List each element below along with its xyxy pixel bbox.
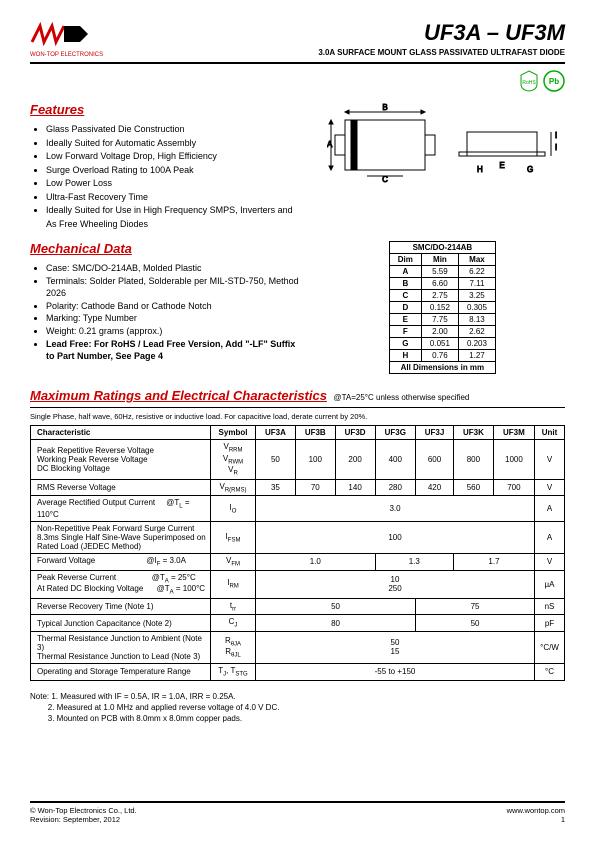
- logo-text: WON-TOP ELECTRONICS: [30, 52, 103, 58]
- footer-left: © Won-Top Electronics Co., Ltd. Revision…: [30, 806, 137, 824]
- features-title: Features: [30, 102, 300, 117]
- max-ratings-cond: @TA=25°C unless otherwise specified: [333, 393, 469, 402]
- notes-prefix: Note:: [30, 692, 49, 701]
- company-logo-icon: [30, 20, 90, 50]
- feature-item: Ultra-Fast Recovery Time: [46, 191, 300, 205]
- notes-block: Note: 1. Measured with IF = 0.5A, IR = 1…: [30, 691, 565, 725]
- revision: Revision: September, 2012: [30, 815, 137, 824]
- svg-text:H: H: [477, 165, 483, 174]
- dim-table-footer: All Dimensions in mm: [389, 362, 495, 374]
- feature-item: Ideally Suited for Use in High Frequency…: [46, 204, 300, 231]
- table-row: Reverse Recovery Time (Note 1)trr 5075 n…: [31, 598, 565, 615]
- package-diagram: B A C D E HG F: [320, 102, 565, 231]
- svg-text:B: B: [383, 103, 388, 112]
- footer-right: www.wontop.com 1: [507, 806, 565, 824]
- svg-text:F: F: [555, 143, 557, 152]
- part-number-title: UF3A – UF3M: [318, 20, 565, 46]
- logo-area: WON-TOP ELECTRONICS: [30, 20, 103, 58]
- mech-item: Polarity: Cathode Band or Cathode Notch: [46, 300, 300, 313]
- mech-item: Weight: 0.21 grams (approx.): [46, 325, 300, 338]
- compliance-badges: RoHS Pb: [30, 70, 565, 92]
- table-row: Average Rectified Output Current @TL = 1…: [31, 496, 565, 522]
- table-row: Operating and Storage Temperature RangeT…: [31, 663, 565, 680]
- table-row: Peak Repetitive Reverse VoltageWorking P…: [31, 440, 565, 480]
- feature-item: Low Power Loss: [46, 177, 300, 191]
- mech-item-leadfree: Lead Free: For RoHS / Lead Free Version,…: [46, 338, 300, 363]
- svg-text:D: D: [555, 131, 557, 140]
- table-row: Peak Reverse Current @TA = 25°CAt Rated …: [31, 570, 565, 598]
- note-1: 1. Measured with IF = 0.5A, IR = 1.0A, I…: [51, 692, 235, 701]
- page-number: 1: [507, 815, 565, 824]
- mech-list: Case: SMC/DO-214AB, Molded Plastic Termi…: [30, 262, 300, 363]
- dim-col: Max: [458, 254, 495, 266]
- package-outline-icon: B A C D E HG F: [327, 102, 557, 192]
- mech-row: Mechanical Data Case: SMC/DO-214AB, Mold…: [30, 241, 565, 374]
- mech-item: Case: SMC/DO-214AB, Molded Plastic: [46, 262, 300, 275]
- part-subtitle: 3.0A SURFACE MOUNT GLASS PASSIVATED ULTR…: [318, 48, 565, 57]
- svg-text:RoHS: RoHS: [522, 80, 536, 86]
- table-row: RMS Reverse VoltageVR(RMS) 3570140280420…: [31, 479, 565, 496]
- svg-text:E: E: [500, 161, 505, 170]
- feature-item: Low Forward Voltage Drop, High Efficienc…: [46, 150, 300, 164]
- table-row: Thermal Resistance Junction to Ambient (…: [31, 631, 565, 663]
- page-header: WON-TOP ELECTRONICS UF3A – UF3M 3.0A SUR…: [30, 20, 565, 64]
- dim-table-wrap: SMC/DO-214AB Dim Min Max A5.596.22 B6.60…: [320, 241, 565, 374]
- title-area: UF3A – UF3M 3.0A SURFACE MOUNT GLASS PAS…: [318, 20, 565, 57]
- pb-free-icon: Pb: [543, 70, 565, 92]
- svg-text:G: G: [527, 165, 533, 174]
- max-ratings-note: Single Phase, half wave, 60Hz, resistive…: [30, 412, 565, 421]
- table-row: Forward Voltage @IF = 3.0AVFM 1.01.31.7 …: [31, 553, 565, 570]
- feature-item: Ideally Suited for Automatic Assembly: [46, 137, 300, 151]
- max-ratings-section: Maximum Ratings and Electrical Character…: [30, 388, 565, 681]
- page-footer: © Won-Top Electronics Co., Ltd. Revision…: [30, 801, 565, 824]
- feature-item: Glass Passivated Die Construction: [46, 123, 300, 137]
- max-ratings-title: Maximum Ratings and Electrical Character…: [30, 388, 327, 403]
- note-2: 2. Measured at 1.0 MHz and applied rever…: [48, 703, 280, 712]
- mech-item: Marking: Type Number: [46, 312, 300, 325]
- features-block: Features Glass Passivated Die Constructi…: [30, 102, 300, 231]
- dim-table-header: SMC/DO-214AB: [389, 242, 495, 254]
- mech-item: Terminals: Solder Plated, Solderable per…: [46, 275, 300, 300]
- features-list: Glass Passivated Die Construction Ideall…: [30, 123, 300, 231]
- dimension-table: SMC/DO-214AB Dim Min Max A5.596.22 B6.60…: [389, 241, 496, 374]
- features-row: Features Glass Passivated Die Constructi…: [30, 102, 565, 231]
- table-row: Non-Repetitive Peak Forward Surge Curren…: [31, 521, 565, 553]
- characteristics-table: Characteristic Symbol UF3A UF3B UF3D UF3…: [30, 425, 565, 681]
- copyright: © Won-Top Electronics Co., Ltd.: [30, 806, 137, 815]
- feature-item: Surge Overload Rating to 100A Peak: [46, 164, 300, 178]
- table-row: Typical Junction Capacitance (Note 2)CJ …: [31, 615, 565, 632]
- note-3: 3. Mounted on PCB with 8.0mm x 8.0mm cop…: [48, 714, 242, 723]
- svg-text:A: A: [327, 140, 333, 149]
- rohs-icon: RoHS: [519, 70, 539, 92]
- dim-col: Dim: [389, 254, 421, 266]
- footer-url: www.wontop.com: [507, 806, 565, 815]
- dim-col: Min: [421, 254, 458, 266]
- mech-title: Mechanical Data: [30, 241, 300, 256]
- svg-text:Pb: Pb: [549, 77, 559, 86]
- mech-block: Mechanical Data Case: SMC/DO-214AB, Mold…: [30, 241, 300, 374]
